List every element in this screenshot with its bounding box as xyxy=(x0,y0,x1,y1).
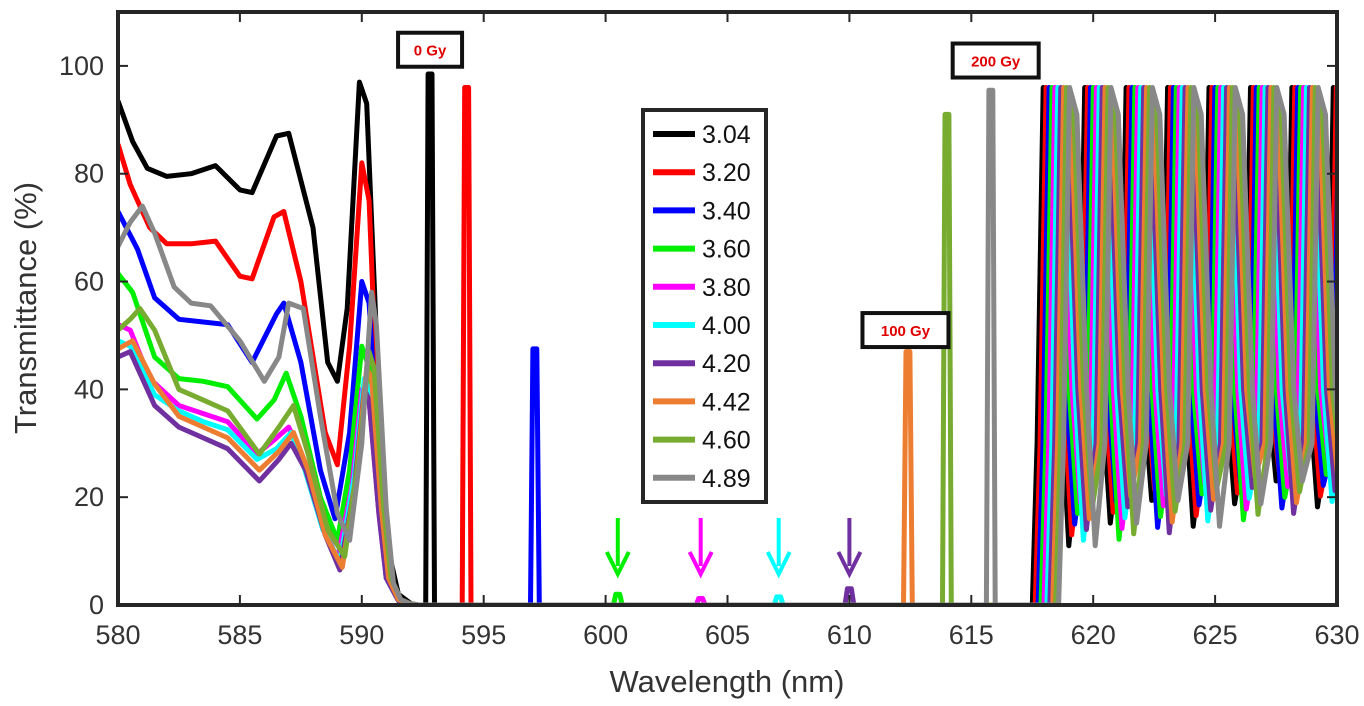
annotation-box xyxy=(860,311,951,350)
y-tick-label: 20 xyxy=(74,482,104,512)
annotation-box xyxy=(396,30,465,69)
legend-label: 3.60 xyxy=(702,236,751,264)
annotation-label: 200 Gy xyxy=(971,54,1021,71)
legend-label: 4.89 xyxy=(702,465,751,493)
legend-label: 3.40 xyxy=(702,197,751,225)
x-tick-label: 620 xyxy=(1071,620,1116,650)
legend-label: 4.00 xyxy=(702,312,751,340)
x-tick-label: 595 xyxy=(461,620,506,650)
x-tick-label: 625 xyxy=(1193,620,1238,650)
x-tick-label: 585 xyxy=(217,620,262,650)
x-axis-label: Wavelength (nm) xyxy=(610,664,845,699)
annotation-label: 0 Gy xyxy=(414,43,447,60)
annotation-label: 100 Gy xyxy=(881,323,931,340)
x-tick-label: 580 xyxy=(95,620,140,650)
defect-arrow-head xyxy=(605,551,631,579)
y-axis-label: Transmittance (%) xyxy=(8,182,43,434)
dose-annotations: 0 Gy 200 Gy 100 Gy xyxy=(396,30,1041,350)
x-tick-label: 630 xyxy=(1314,620,1359,650)
x-tick-label: 605 xyxy=(705,620,750,650)
legend-label: 3.80 xyxy=(702,274,751,302)
x-tick-label: 615 xyxy=(949,620,994,650)
defect-arrow-head xyxy=(687,551,714,579)
y-tick-label: 60 xyxy=(74,267,104,297)
legend-label: 4.20 xyxy=(702,350,751,378)
defect-arrow-head xyxy=(836,551,863,579)
series-layer xyxy=(118,71,1337,605)
x-tick-label: 610 xyxy=(827,620,872,650)
legend-label: 3.20 xyxy=(702,159,751,187)
legend-label: 4.42 xyxy=(702,388,751,416)
y-tick-label: 40 xyxy=(74,374,104,404)
y-axis: 0 20 40 60 80 100 xyxy=(59,51,1337,620)
x-axis: 580 585 590 595 600 605 610 615 620 625 630 xyxy=(95,12,1360,650)
legend: 3.04 3.20 3.40 3.60 3.80 4.00 4.20 4.42 4.60 4.89 xyxy=(641,108,768,504)
y-tick-label: 100 xyxy=(59,51,104,81)
legend-label: 4.60 xyxy=(702,427,751,455)
x-tick-label: 590 xyxy=(339,620,384,650)
y-tick-label: 0 xyxy=(89,590,104,620)
defect-arrow-head xyxy=(765,551,792,579)
defect-arrows xyxy=(605,518,863,579)
x-tick-label: 600 xyxy=(583,620,628,650)
annotation-box xyxy=(950,41,1041,80)
legend-label: 3.04 xyxy=(702,121,751,149)
series-line-4.89 xyxy=(118,85,1337,605)
y-tick-label: 80 xyxy=(74,159,104,189)
